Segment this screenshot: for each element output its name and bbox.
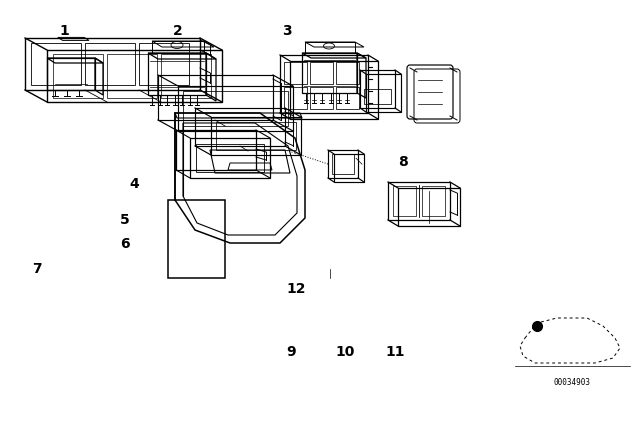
Text: 10: 10 (336, 345, 355, 359)
Text: 2: 2 (173, 24, 183, 39)
Text: 4: 4 (129, 177, 140, 191)
Text: 00034903: 00034903 (554, 378, 591, 387)
Text: 5: 5 (120, 212, 130, 227)
Text: 9: 9 (286, 345, 296, 359)
Text: 1: 1 (59, 24, 69, 39)
Text: 12: 12 (287, 282, 306, 296)
Text: 11: 11 (386, 345, 405, 359)
Text: 8: 8 (398, 155, 408, 169)
Text: 3: 3 (282, 24, 292, 39)
Text: 7: 7 (31, 262, 42, 276)
Text: 6: 6 (120, 237, 130, 251)
